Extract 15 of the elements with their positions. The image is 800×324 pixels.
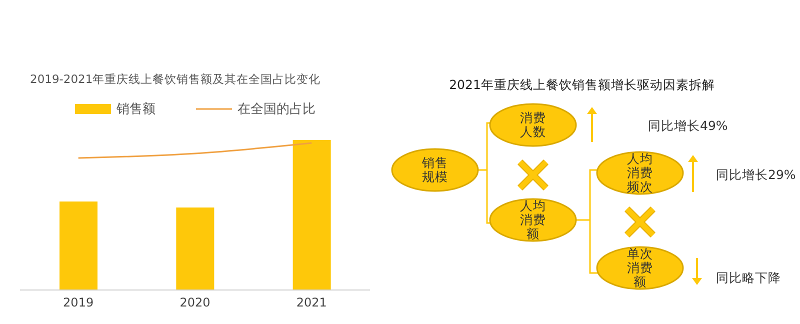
legend-label: 在全国的占比 bbox=[238, 101, 316, 118]
text: 同比略下降 bbox=[716, 270, 781, 285]
x-tick-label: 2019 bbox=[63, 296, 94, 310]
text: 单次消费额 bbox=[627, 246, 653, 289]
text: 销售规模 bbox=[421, 155, 448, 184]
text: 2021年重庆线上餐饮销售额增长驱动因素拆解 bbox=[449, 77, 715, 92]
chart-title: 2019-2021年重庆线上餐饮销售额及其在全国占比变化 bbox=[30, 72, 321, 87]
text: 人均消费额 bbox=[520, 198, 546, 241]
text: 同比增长29% bbox=[716, 167, 796, 182]
x-tick-label: 2020 bbox=[180, 296, 210, 310]
text: 人均消费频次 bbox=[627, 151, 653, 194]
text: 消费人数 bbox=[520, 110, 546, 139]
text: 同比增长49% bbox=[648, 118, 728, 133]
x-tick-label: 2021 bbox=[296, 296, 327, 310]
legend-label: 销售额 bbox=[116, 101, 156, 118]
